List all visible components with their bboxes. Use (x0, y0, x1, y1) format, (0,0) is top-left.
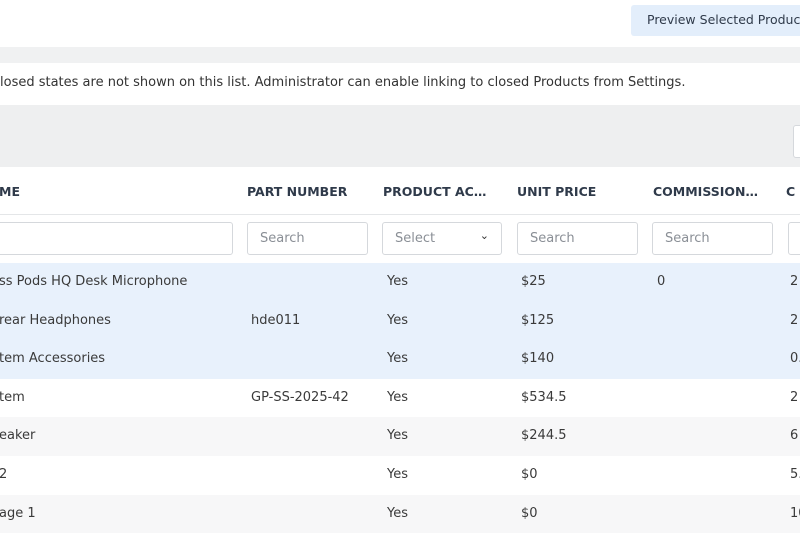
column-header: ME (0, 184, 20, 199)
table-cell: 2 (790, 312, 799, 328)
table-row[interactable] (0, 417, 800, 456)
header-border (0, 214, 800, 215)
control[interactable] (793, 125, 800, 158)
table-row[interactable] (0, 301, 800, 341)
toolbar-band (0, 105, 800, 167)
table-cell: rear Headphones (0, 312, 111, 328)
table-cell: $244.5 (521, 428, 567, 444)
table-cell: 0 (657, 274, 666, 289)
table-cell: Yes (387, 274, 408, 289)
column-header: PART NUMBER (247, 184, 348, 199)
preview-button[interactable]: Preview Selected Products (631, 5, 800, 36)
table-row[interactable] (0, 456, 800, 495)
table-cell: 6 (790, 428, 799, 444)
filter-input[interactable] (788, 222, 800, 255)
filter-input[interactable] (0, 222, 233, 255)
table-cell: GP-SS-2025-42 (251, 389, 349, 405)
notice: losed states are not shown on this list.… (0, 75, 686, 90)
table-row[interactable] (0, 378, 800, 418)
filter-select[interactable]: Select ⌄ (382, 222, 502, 255)
table-cell: Yes (387, 312, 408, 328)
table-cell: 5. (790, 467, 800, 482)
table-cell: $140 (521, 351, 555, 367)
column-header: UNIT PRICE (517, 184, 597, 199)
column-header: COMMISSION… (653, 184, 759, 199)
table-cell: eaker (0, 428, 36, 444)
table-row[interactable] (0, 340, 800, 379)
table-cell: Yes (387, 351, 408, 367)
chevron: ⌄ (479, 229, 489, 242)
table-cell: $534.5 (521, 389, 567, 405)
column-header: C (786, 184, 796, 199)
table-cell: Yes (387, 505, 408, 521)
table-cell: ss Pods HQ Desk Microphone (0, 274, 188, 289)
table-cell: hde011 (251, 312, 301, 328)
table-cell: Yes (387, 389, 408, 405)
table-cell: 2 (790, 274, 799, 289)
filter-input[interactable]: Search (247, 222, 368, 255)
filter-input[interactable]: Search (652, 222, 773, 255)
table-cell: 2 (0, 467, 8, 482)
table-cell: 10 (790, 505, 800, 521)
filter-input[interactable]: Search (517, 222, 638, 255)
table-row[interactable] (0, 494, 800, 533)
table-cell: 2 (790, 389, 799, 405)
table-cell: 0. (790, 351, 800, 367)
table-cell: Yes (387, 467, 408, 482)
table-cell: $25 (521, 274, 546, 289)
table-cell: $0 (521, 467, 538, 482)
table-cell: $125 (521, 312, 555, 328)
table-row[interactable] (0, 263, 800, 302)
table-cell: Yes (387, 428, 408, 444)
band (0, 47, 800, 63)
table-cell: age 1 (0, 505, 36, 521)
table-cell: $0 (521, 505, 538, 521)
column-header: PRODUCT AC… (383, 184, 487, 199)
table-cell: tem Accessories (0, 351, 106, 367)
table-cell: tem (0, 389, 25, 405)
